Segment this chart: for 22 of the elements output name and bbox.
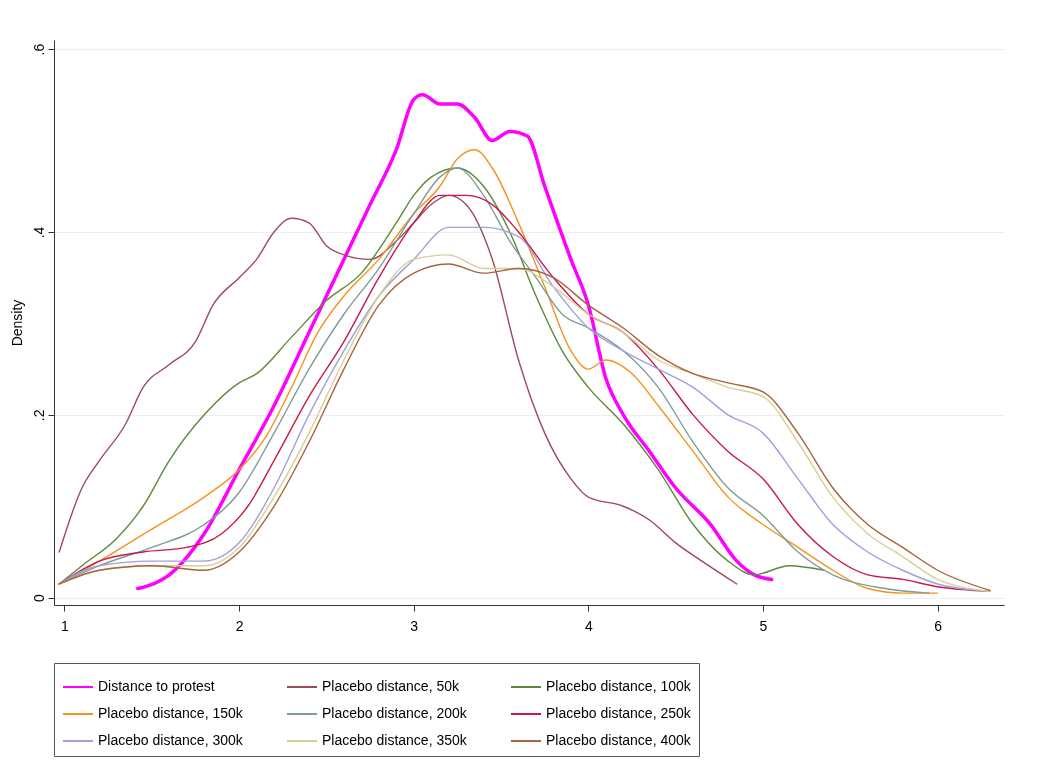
legend-label: Placebo distance, 400k xyxy=(546,732,692,748)
legend-label: Placebo distance, 200k xyxy=(322,705,468,721)
x-tick-label: 1 xyxy=(61,617,70,634)
x-tick-label: 6 xyxy=(934,617,943,634)
y-tick-label: 0 xyxy=(30,594,47,603)
line-series xyxy=(58,194,738,585)
x-tick-label: 5 xyxy=(759,617,768,634)
y-tick-label: .4 xyxy=(30,226,47,239)
legend-label: Placebo distance, 250k xyxy=(546,705,692,721)
legend-label: Placebo distance, 350k xyxy=(322,732,468,748)
legend-label: Placebo distance, 300k xyxy=(98,732,244,748)
legend-label: Distance to protest xyxy=(98,678,215,694)
legend-label: Placebo distance, 150k xyxy=(98,705,244,721)
y-axis-title: Density xyxy=(8,299,25,347)
x-tick-label: 3 xyxy=(410,617,419,634)
x-tick-label: 2 xyxy=(235,617,244,634)
y-tick-label: .6 xyxy=(30,43,47,56)
legend-label: Placebo distance, 50k xyxy=(322,678,460,694)
x-tick-label: 4 xyxy=(584,617,593,634)
line-series xyxy=(136,93,774,591)
legend-label: Placebo distance, 100k xyxy=(546,678,692,694)
y-tick-label: .2 xyxy=(30,409,47,422)
